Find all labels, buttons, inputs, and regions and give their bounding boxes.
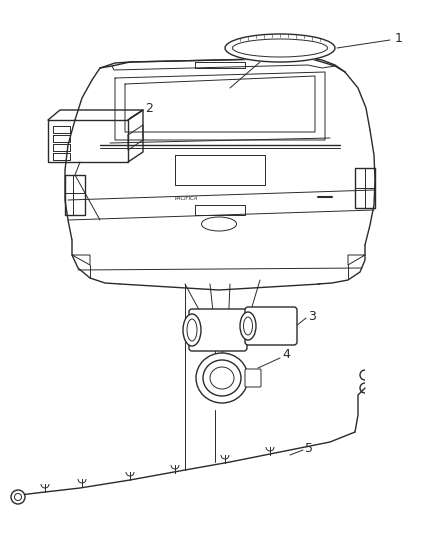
FancyBboxPatch shape <box>245 307 297 345</box>
Ellipse shape <box>210 367 234 389</box>
FancyBboxPatch shape <box>189 309 247 351</box>
Ellipse shape <box>201 217 237 231</box>
FancyBboxPatch shape <box>245 369 261 387</box>
Ellipse shape <box>244 317 252 335</box>
Text: 3: 3 <box>308 310 316 322</box>
Text: 2: 2 <box>145 101 153 115</box>
Text: 5: 5 <box>305 441 313 455</box>
Text: 1: 1 <box>395 31 403 44</box>
Ellipse shape <box>225 34 335 62</box>
Text: PACIFICA: PACIFICA <box>175 196 198 200</box>
Ellipse shape <box>196 353 248 403</box>
Ellipse shape <box>11 490 25 504</box>
Ellipse shape <box>183 314 201 346</box>
Text: 4: 4 <box>282 349 290 361</box>
Ellipse shape <box>187 319 197 341</box>
Ellipse shape <box>240 312 256 340</box>
Ellipse shape <box>203 360 241 396</box>
